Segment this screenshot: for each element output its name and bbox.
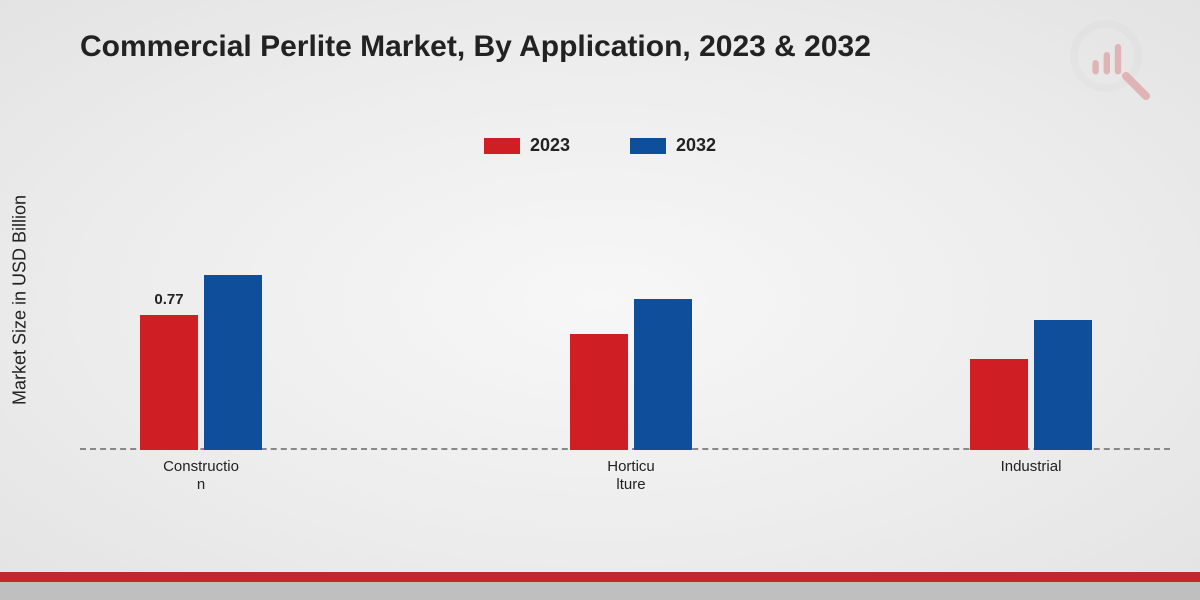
legend: 2023 2032 <box>0 135 1200 156</box>
brand-logo-icon <box>1070 20 1150 100</box>
footer-accent-grey <box>0 582 1200 600</box>
bar-group-horticulture: Horticu lture <box>570 299 692 450</box>
x-tick-label-construction: Constructio n <box>151 458 251 494</box>
x-tick-label-industrial: Industrial <box>981 458 1081 476</box>
legend-label-2032: 2032 <box>676 135 716 156</box>
bar-construction-2032 <box>204 275 262 450</box>
bar-group-construction: 0.77 Constructio n <box>140 275 262 450</box>
bar-horticulture-2032 <box>634 299 692 450</box>
legend-item-2032: 2032 <box>630 135 716 156</box>
bar-industrial-2023 <box>970 359 1028 450</box>
bar-construction-2023: 0.77 <box>140 315 198 450</box>
x-tick-label-horticulture: Horticu lture <box>581 458 681 494</box>
bar-horticulture-2023 <box>570 334 628 450</box>
legend-label-2023: 2023 <box>530 135 570 156</box>
footer-accent-red <box>0 572 1200 582</box>
footer-bar <box>0 572 1200 600</box>
legend-swatch-2032 <box>630 138 666 154</box>
bar-group-industrial: Industrial <box>970 320 1092 450</box>
plot-area: 0.77 Constructio n Horticu lture Industr… <box>80 180 1170 450</box>
bar-industrial-2032 <box>1034 320 1092 450</box>
page: Commercial Perlite Market, By Applicatio… <box>0 0 1200 600</box>
chart-title: Commercial Perlite Market, By Applicatio… <box>80 30 871 64</box>
legend-swatch-2023 <box>484 138 520 154</box>
bar-value-label: 0.77 <box>154 291 183 308</box>
legend-item-2023: 2023 <box>484 135 570 156</box>
